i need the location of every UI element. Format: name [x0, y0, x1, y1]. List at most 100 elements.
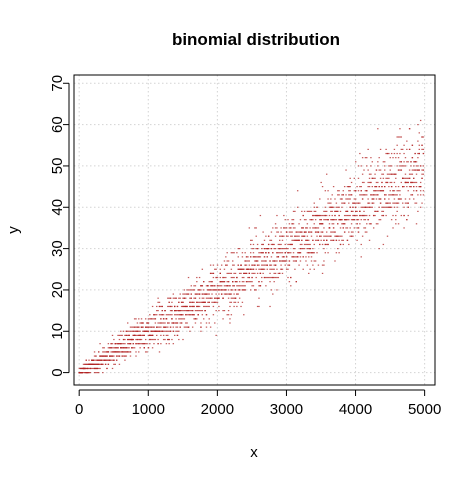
data-point [95, 363, 97, 365]
data-point [179, 322, 181, 324]
data-point [287, 264, 289, 266]
data-point [91, 363, 93, 365]
data-point [176, 330, 179, 332]
data-point [168, 343, 170, 345]
data-point [413, 186, 415, 188]
data-point [364, 227, 367, 229]
data-point [302, 256, 304, 258]
data-point [179, 314, 181, 316]
data-point [118, 351, 121, 353]
data-point [392, 157, 394, 159]
data-point [243, 268, 245, 270]
data-point [273, 264, 275, 266]
data-point [84, 372, 86, 374]
data-point [161, 314, 163, 316]
data-point [292, 260, 295, 262]
data-point [85, 359, 87, 361]
data-point [180, 314, 183, 316]
data-point [370, 223, 372, 225]
data-point [310, 260, 313, 262]
data-point [305, 260, 307, 262]
data-point [377, 223, 379, 225]
data-point [236, 276, 238, 279]
data-point [241, 256, 244, 258]
data-point [201, 297, 204, 299]
data-point [258, 268, 260, 270]
data-point [338, 235, 340, 237]
data-point [308, 243, 310, 246]
data-point [408, 186, 411, 188]
data-point [258, 264, 260, 266]
data-point [393, 194, 396, 196]
data-point [156, 310, 158, 312]
data-point [400, 169, 403, 171]
x-tick-label: 3000 [270, 401, 303, 418]
data-point [325, 243, 328, 246]
data-point [384, 206, 386, 208]
data-point [384, 165, 386, 167]
data-point [284, 260, 286, 262]
data-point [363, 194, 365, 196]
data-point [106, 367, 108, 370]
data-point [422, 194, 425, 196]
data-point [306, 264, 309, 266]
data-point [267, 248, 270, 250]
data-point [395, 214, 397, 217]
data-point [185, 297, 187, 299]
data-point [378, 169, 380, 171]
data-point [357, 202, 360, 204]
data-point [276, 231, 278, 233]
data-point [186, 326, 188, 328]
data-point [191, 289, 194, 291]
data-point [185, 293, 187, 295]
data-point [120, 334, 122, 336]
data-point [113, 347, 115, 349]
data-point [99, 355, 101, 357]
data-point [208, 281, 210, 283]
data-point [299, 248, 302, 250]
data-point [422, 169, 425, 171]
data-point [99, 343, 101, 345]
data-point [249, 256, 252, 258]
data-point [403, 186, 405, 188]
data-point [319, 235, 321, 237]
data-point [292, 219, 295, 221]
data-point [413, 190, 415, 192]
data-point [178, 297, 180, 299]
data-point [229, 305, 231, 308]
data-point [330, 206, 332, 208]
data-point [124, 351, 126, 353]
data-point [222, 297, 224, 299]
data-point [249, 289, 252, 291]
data-point [191, 326, 194, 328]
data-point [366, 165, 368, 167]
data-point [370, 157, 372, 159]
data-point [401, 202, 404, 204]
y-tick-label: 50 [49, 158, 66, 175]
data-point [270, 231, 273, 233]
data-point [334, 214, 336, 217]
data-point [280, 252, 282, 254]
data-point [265, 252, 267, 254]
data-point [99, 367, 101, 370]
data-point [343, 214, 346, 217]
data-point [381, 186, 383, 188]
data-point [375, 223, 378, 225]
data-point [396, 190, 398, 192]
data-point [276, 252, 278, 254]
data-point [133, 347, 136, 349]
data-point [252, 243, 255, 246]
data-point [399, 194, 401, 196]
data-point [88, 367, 90, 370]
data-point [381, 173, 383, 175]
data-point [251, 248, 253, 250]
data-point [133, 330, 136, 332]
data-point [334, 198, 336, 200]
data-point [190, 314, 192, 316]
data-point [314, 210, 317, 212]
data-point [299, 252, 302, 254]
data-point [375, 210, 378, 212]
data-point [408, 173, 411, 175]
data-point [327, 235, 329, 237]
